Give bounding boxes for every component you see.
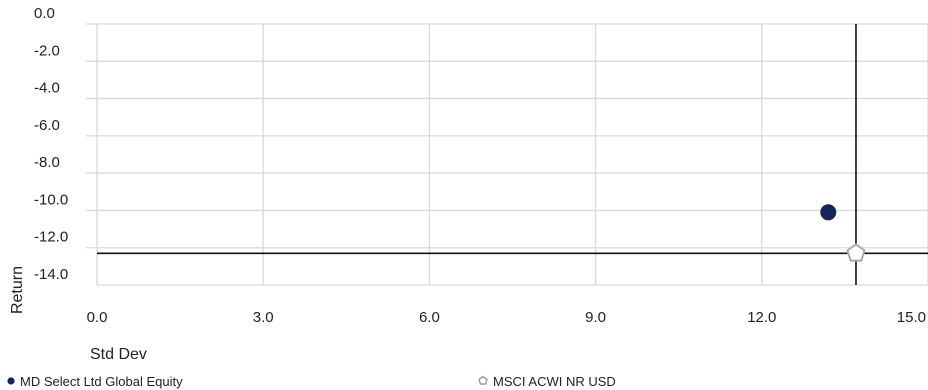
y-tick-label: -6.0 [34,117,60,134]
x-tick-label: 12.0 [747,309,776,326]
data-point-msci-acwi [846,243,866,262]
legend-label-md-select: MD Select Ltd Global Equity [20,374,183,389]
legend-label-msci-acwi: MSCI ACWI NR USD [493,374,616,389]
x-tick-label: 0.0 [87,309,108,326]
data-points [820,204,866,262]
reference-lines [97,24,928,285]
data-point-md-select [820,204,837,221]
axis-tick-labels: 0.0 3.0 6.0 9.0 12.0 15.0 0.0 -2.0 -4.0 -6.0 -8.0 -… [34,5,926,326]
y-tick-label: -2.0 [34,42,60,59]
x-tick-label: 6.0 [419,309,440,326]
y-axis-title: Return [9,266,26,314]
legend: MD Select Ltd Global Equity MSCI ACWI NR… [7,374,616,389]
x-axis-title: Std Dev [90,346,147,363]
grid-lines [86,23,928,286]
y-tick-label: -12.0 [34,229,68,246]
y-tick-label: -14.0 [34,266,68,283]
legend-marker-md-select [7,377,15,385]
legend-marker-msci-acwi [478,375,488,385]
x-tick-label: 3.0 [253,309,274,326]
x-tick-label: 15.0 [897,309,926,326]
y-tick-label: -4.0 [34,80,60,97]
x-tick-label: 9.0 [585,309,606,326]
y-tick-label: -10.0 [34,191,68,208]
y-tick-label: 0.0 [34,5,55,22]
y-tick-label: -8.0 [34,154,60,171]
